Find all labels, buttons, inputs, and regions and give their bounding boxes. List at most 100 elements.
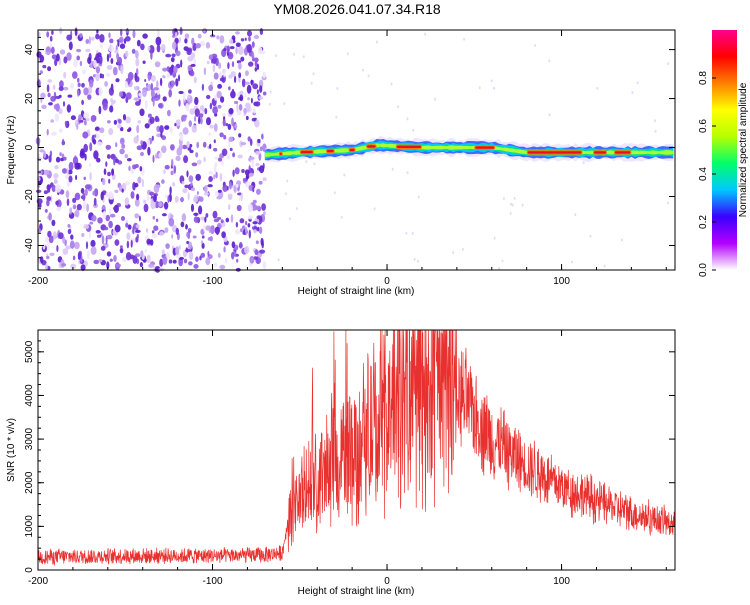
noise-blob: [130, 191, 135, 199]
noise-blob: [212, 64, 216, 73]
noise-blob: [126, 158, 132, 162]
noise-blob: [109, 105, 114, 113]
noise-blob: [250, 97, 253, 104]
noise-blob: [170, 80, 175, 87]
noise-blob: [191, 162, 198, 167]
noise-blob: [175, 78, 179, 87]
noise-blob: [140, 140, 144, 146]
noise-blob: [191, 37, 195, 46]
noise-blob: [88, 163, 92, 167]
noise-blob: [144, 123, 150, 129]
noise-blob: [204, 216, 207, 223]
noise-blob: [208, 171, 214, 175]
noise-blob: [175, 119, 181, 127]
noise-blob: [163, 169, 166, 175]
noise-blob: [223, 70, 226, 78]
noise-blob: [124, 81, 128, 88]
noise-blob: [104, 81, 108, 87]
noise-blob: [171, 53, 176, 58]
noise-blob: [43, 150, 47, 159]
noise-blob: [83, 143, 88, 153]
noise-blob: [49, 252, 55, 256]
noise-blob: [212, 210, 218, 219]
noise-blob: [53, 179, 58, 184]
noise-blob: [60, 157, 65, 162]
noise-blob: [109, 213, 116, 218]
noise-blob: [191, 52, 196, 59]
noise-blob: [178, 74, 180, 82]
noise-blob: [121, 188, 124, 193]
noise-blob: [216, 90, 222, 99]
noise-blob: [186, 170, 189, 178]
signal-hotspot: [327, 149, 334, 153]
noise-blob: [79, 33, 83, 38]
noise-blob: [203, 67, 207, 76]
noise-blob: [161, 213, 167, 217]
noise-blob: [178, 245, 181, 250]
noise-blob: [258, 226, 263, 234]
noise-blob: [213, 174, 216, 180]
noise-blob: [188, 261, 193, 266]
noise-blob: [156, 133, 162, 138]
colorbar-tick-label: 0.0: [698, 263, 709, 277]
noise-blob: [241, 169, 245, 173]
y-tick-label: 0: [24, 567, 35, 573]
noise-blob: [161, 135, 166, 141]
noise-blob: [202, 141, 207, 148]
noise-blob: [140, 43, 145, 51]
noise-blob: [150, 200, 156, 210]
noise-blob: [214, 94, 217, 101]
noise-blob: [247, 136, 251, 142]
noise-blob: [208, 54, 214, 60]
noise-blob: [77, 251, 82, 260]
noise-blob: [142, 88, 147, 97]
noise-blob: [134, 75, 140, 83]
noise-blob: [152, 215, 156, 220]
noise-blob: [258, 180, 263, 185]
noise-blob: [159, 258, 164, 267]
noise-blob: [107, 171, 111, 177]
noise-blob: [51, 131, 57, 136]
noise-blob: [424, 32, 427, 36]
noise-blob: [251, 160, 254, 168]
noise-blob: [158, 103, 163, 109]
noise-blob: [203, 156, 206, 163]
noise-blob: [256, 215, 262, 220]
noise-blob: [194, 115, 197, 122]
noise-blob: [162, 75, 166, 79]
noise-blob: [77, 89, 80, 97]
noise-blob: [56, 245, 59, 252]
noise-blob: [666, 201, 669, 205]
noise-blob: [222, 118, 226, 127]
noise-blob: [193, 216, 199, 223]
noise-blob: [189, 149, 194, 154]
noise-blob: [245, 115, 249, 121]
snr-ylabel: SNR (10 * v/v): [6, 418, 17, 482]
noise-blob: [200, 216, 206, 221]
noise-blob: [109, 38, 114, 44]
noise-blob: [75, 175, 78, 180]
noise-blob: [452, 251, 455, 255]
noise-blob: [54, 58, 58, 67]
noise-blob: [238, 104, 243, 111]
noise-blob: [114, 49, 119, 54]
noise-blob: [186, 48, 192, 56]
noise-blob: [95, 230, 101, 234]
noise-blob: [227, 62, 230, 70]
noise-blob: [191, 124, 197, 133]
noise-blob: [159, 231, 165, 236]
noise-blob: [77, 77, 80, 83]
noise-blob: [154, 115, 159, 123]
noise-blob: [221, 159, 224, 167]
noise-blob: [548, 59, 551, 63]
noise-blob: [162, 67, 168, 72]
noise-blob: [247, 97, 250, 101]
noise-blob: [310, 81, 313, 85]
noise-blob: [111, 168, 115, 176]
noise-blob: [149, 191, 155, 196]
noise-blob: [91, 215, 97, 222]
noise-blob: [181, 144, 188, 150]
y-tick-label: 20: [24, 93, 35, 105]
noise-blob: [293, 52, 295, 56]
noise-blob: [68, 41, 73, 51]
